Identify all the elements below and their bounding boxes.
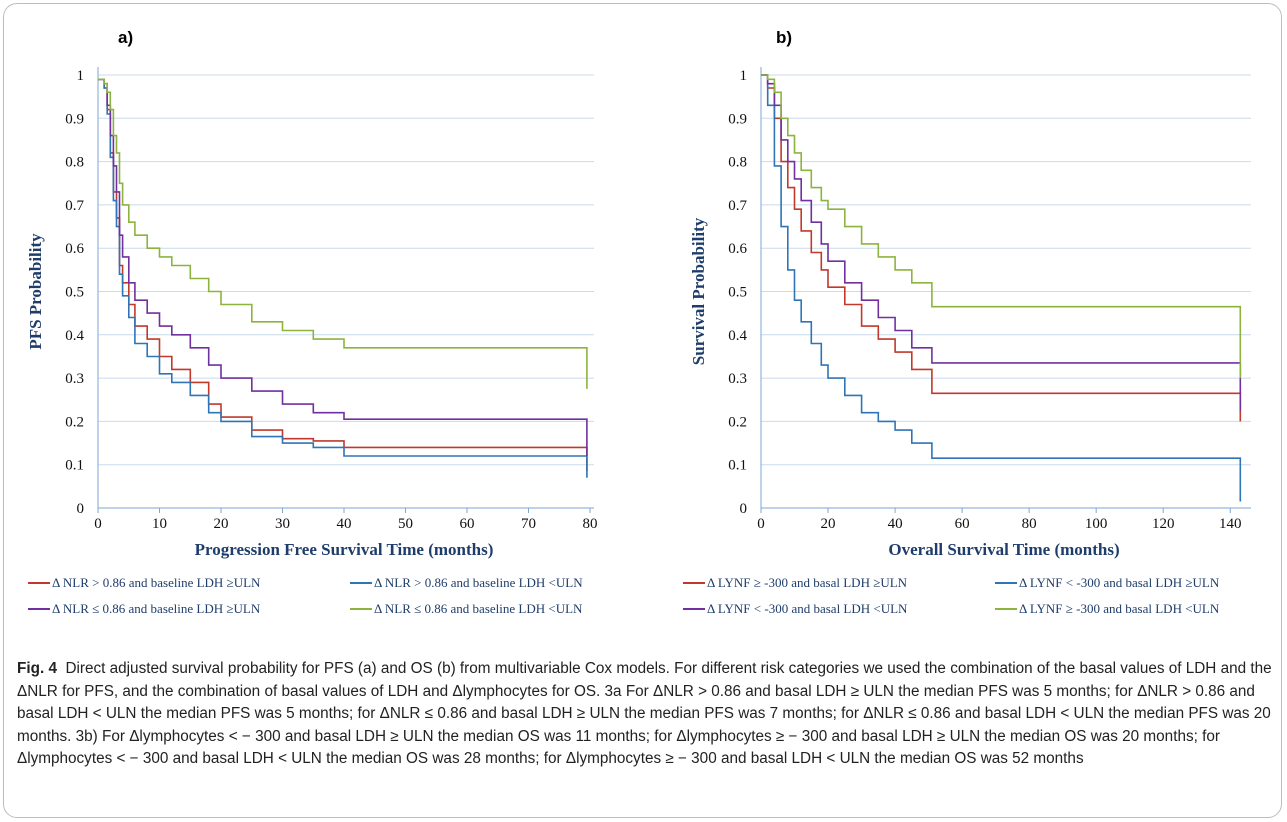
y-tick-label: 0.7 (728, 198, 747, 214)
series-line-pfs-3 (98, 78, 588, 389)
y-tick-label: 1 (77, 68, 85, 84)
legend-swatch (28, 582, 50, 585)
panel-label-a: a) (118, 28, 134, 47)
y-tick-label: 0.5 (728, 285, 747, 301)
x-tick-label: 0 (94, 516, 102, 532)
y-tick-label: 0.3 (65, 371, 84, 387)
x-tick-label: 80 (583, 516, 598, 532)
x-tick-label: 50 (398, 516, 413, 532)
y-tick-label: 0.8 (728, 155, 747, 171)
y-tick-label: 0.6 (65, 241, 84, 257)
x-tick-label: 40 (888, 516, 903, 532)
legend-swatch (683, 582, 705, 585)
legend-item-pfs-2: Δ NLR > 0.86 and baseline LDH <ULN (350, 575, 583, 591)
figure-frame (3, 3, 1282, 818)
y-tick-label: 0.4 (728, 328, 747, 344)
os-chart: 0 0.1 0.2 0.3 0.4 0.5 0.6 0.7 0.8 0.9 1 0 20 40 60 80 10… (689, 67, 1251, 559)
y-axis-title: Survival Probability (689, 217, 708, 365)
x-tick-label: 0 (757, 516, 765, 532)
x-tick-label: 60 (460, 516, 475, 532)
legend-item-pfs-1: Δ NLR > 0.86 and baseline LDH ≥ULN (28, 575, 260, 591)
legend-item-pfs-3: Δ NLR ≤ 0.86 and baseline LDH ≥ULN (28, 601, 260, 617)
y-tick-label: 0.6 (728, 241, 747, 257)
x-axis-title: Overall Survival Time (months) (888, 540, 1119, 559)
legend-swatch (683, 608, 705, 611)
legend-label: Δ NLR > 0.86 and baseline LDH <ULN (374, 575, 583, 590)
series-line-os-3 (761, 74, 1242, 379)
legend-swatch (995, 608, 1017, 611)
caption-text: Direct adjusted survival probability for… (17, 660, 1272, 768)
x-tick-label: 80 (1022, 516, 1037, 532)
legend-swatch (28, 608, 50, 611)
panel-label-b: b) (776, 28, 793, 47)
legend-label: Δ LYNF < -300 and basal LDH ≥ULN (1019, 575, 1220, 590)
legend-label: Δ NLR ≤ 0.86 and baseline LDH <ULN (374, 601, 583, 616)
series-line-pfs-2 (98, 78, 588, 456)
x-tick-label: 140 (1219, 516, 1242, 532)
y-axis-title: PFS Probability (26, 233, 45, 350)
legend-swatch (350, 608, 372, 611)
legend-label: Δ NLR > 0.86 and baseline LDH ≥ULN (52, 575, 261, 590)
y-tick-label: 0 (77, 501, 85, 517)
legend-item-os-2: Δ LYNF < -300 and basal LDH ≥ULN (995, 575, 1219, 591)
series-line-os-2 (761, 74, 1242, 411)
series-line-pfs-0 (98, 78, 588, 472)
y-tick-label: 0.5 (65, 285, 84, 301)
x-tick-label: 20 (821, 516, 836, 532)
legend-item-os-3: Δ LYNF < -300 and basal LDH <ULN (683, 601, 907, 617)
legend-item-pfs-4: Δ NLR ≤ 0.86 and baseline LDH <ULN (350, 601, 582, 617)
y-tick-label: 0.9 (65, 111, 84, 127)
y-tick-label: 0 (740, 501, 748, 517)
legend-label: Δ LYNF ≥ -300 and basal LDH <ULN (1019, 601, 1220, 616)
x-tick-label: 70 (521, 516, 536, 532)
pfs-chart: 00.10.20.30.40.50.60.70.80.910 10 20 30 40 50… (26, 67, 598, 559)
y-tick-label: 0.1 (728, 458, 747, 474)
legend-label: Δ LYNF ≥ -300 and basal LDH ≥ULN (707, 575, 908, 590)
y-tick-label: 0.9 (728, 111, 747, 127)
x-tick-label: 120 (1152, 516, 1175, 532)
y-tick-label: 0.4 (65, 328, 84, 344)
x-tick-label: 40 (337, 516, 352, 532)
legend-label: Δ NLR ≤ 0.86 and baseline LDH ≥ULN (52, 601, 261, 616)
series-line-os-1 (761, 74, 1242, 502)
legend-swatch (350, 582, 372, 585)
legend-label: Δ LYNF < -300 and basal LDH <ULN (707, 601, 908, 616)
y-tick-label: 0.1 (65, 458, 84, 474)
caption-figure-label: Fig. 4 (17, 660, 57, 677)
x-tick-label: 100 (1085, 516, 1108, 532)
y-tick-label: 0.7 (65, 198, 84, 214)
legend-item-os-4: Δ LYNF ≥ -300 and basal LDH <ULN (995, 601, 1219, 617)
x-tick-label: 20 (214, 516, 229, 532)
series-line-pfs-1 (98, 78, 588, 478)
x-tick-label: 10 (152, 516, 167, 532)
y-tick-label: 0.2 (65, 414, 84, 430)
x-axis-title: Progression Free Survival Time (months) (195, 540, 494, 559)
y-tick-label: 0.8 (65, 155, 84, 171)
legend-swatch (995, 582, 1017, 585)
x-tick-label: 30 (275, 516, 290, 532)
y-tick-label: 0.2 (728, 414, 747, 430)
figure-caption: Fig. 4 Direct adjusted survival probabil… (17, 658, 1272, 771)
x-tick-label: 60 (955, 516, 970, 532)
legend-item-os-1: Δ LYNF ≥ -300 and basal LDH ≥ULN (683, 575, 907, 591)
y-tick-label: 1 (740, 68, 748, 84)
y-tick-label: 0.3 (728, 371, 747, 387)
